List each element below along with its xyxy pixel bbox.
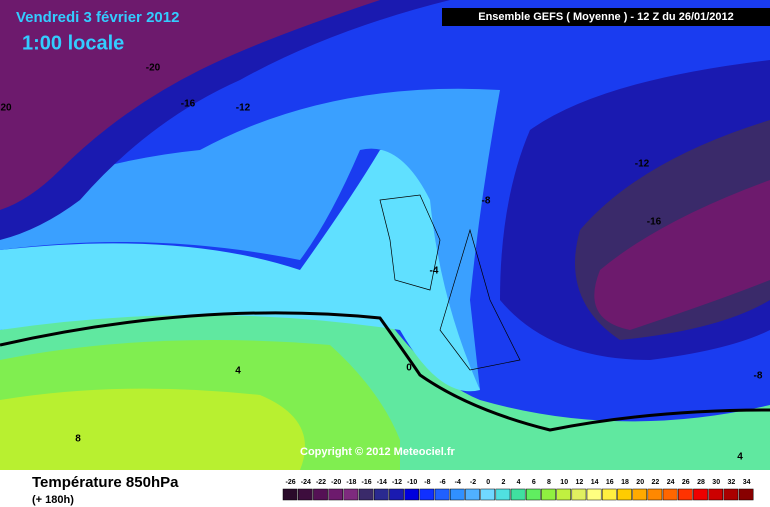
contour-label: -16 xyxy=(181,99,196,110)
colorbar-label: 14 xyxy=(591,479,599,486)
colorbar-label: 20 xyxy=(636,479,644,486)
colorbar-swatch xyxy=(358,488,374,501)
colorbar-label: 2 xyxy=(501,479,505,486)
colorbar-label: -24 xyxy=(301,479,311,486)
contour-label: -12 xyxy=(635,159,650,170)
colorbar-swatch xyxy=(647,488,663,501)
colorbar-label: 24 xyxy=(667,479,675,486)
field-cool xyxy=(0,148,480,392)
colorbar-swatch xyxy=(541,488,556,501)
colorbar-label: -8 xyxy=(424,479,430,486)
colorbar-swatch xyxy=(510,488,526,501)
colorbar-swatch xyxy=(343,488,359,501)
colorbar-label: -22 xyxy=(316,479,326,486)
colorbar-label: -16 xyxy=(362,479,372,486)
colorbar-swatch xyxy=(662,488,678,501)
contour-label: -16 xyxy=(647,217,662,228)
colorbar-label: -20 xyxy=(331,479,341,486)
colorbar-label: 18 xyxy=(621,479,629,486)
field-very-cold xyxy=(0,0,380,210)
contour-label: 4 xyxy=(235,366,241,377)
colorbar-label: -26 xyxy=(286,479,296,486)
colorbar-swatch xyxy=(465,488,480,501)
model-label: Ensemble GEFS ( Moyenne ) - 12 Z du 26/0… xyxy=(478,11,734,23)
colorbar-swatch xyxy=(738,488,754,501)
lead-time: (+ 180h) xyxy=(32,494,74,506)
colorbar-swatch xyxy=(677,488,693,501)
contour-label: 20 xyxy=(0,103,12,114)
colorbar-swatch xyxy=(632,488,648,501)
colorbar-label: -10 xyxy=(407,479,417,486)
colorbar-label: 34 xyxy=(743,479,751,486)
colorbar-label: 32 xyxy=(728,479,736,486)
zero-isotherm xyxy=(0,311,770,432)
footer xyxy=(0,470,770,507)
field-warmer xyxy=(0,388,305,470)
colorbar-label: -18 xyxy=(346,479,356,486)
colorbar-label: 8 xyxy=(547,479,551,486)
colorbar-swatch xyxy=(556,488,572,501)
colorbar-swatch xyxy=(480,488,496,501)
colorbar-label: 12 xyxy=(576,479,584,486)
contour-label: -12 xyxy=(236,103,251,114)
colorbar-swatch xyxy=(571,488,587,501)
colorbar-label: -4 xyxy=(455,479,461,486)
colorbar-label: 26 xyxy=(682,479,690,486)
contour-label: 8 xyxy=(75,434,81,445)
colorbar-label: -2 xyxy=(470,479,476,486)
colorbar-swatch xyxy=(586,488,602,501)
field-cold xyxy=(0,88,500,390)
colorbar-label: 4 xyxy=(517,479,521,486)
colorbar-swatch xyxy=(282,488,298,501)
colorbar-swatch xyxy=(617,488,632,501)
colorbar-swatch xyxy=(389,488,404,501)
colorbar-swatch xyxy=(495,488,511,501)
model-box xyxy=(442,8,770,26)
colorbar-swatch xyxy=(449,488,465,501)
colorbar-label: 22 xyxy=(652,479,660,486)
colorbar-label: 10 xyxy=(560,479,568,486)
map-date: Vendredi 3 février 2012 xyxy=(16,9,179,26)
contour-label: 4 xyxy=(737,452,743,463)
colorbar-swatch xyxy=(373,488,389,501)
contour-label: -8 xyxy=(482,196,491,207)
colorbar-label: 16 xyxy=(606,479,614,486)
colorbar-swatch xyxy=(404,488,420,501)
colorbar-label: 6 xyxy=(532,479,536,486)
contour-label: -4 xyxy=(430,266,439,277)
colorbar-swatch xyxy=(434,488,450,501)
colorbar-label: 30 xyxy=(712,479,720,486)
colorbar-label: 0 xyxy=(486,479,490,486)
map-time: 1:00 locale xyxy=(22,32,124,54)
colorbar-label: -12 xyxy=(392,479,402,486)
colorbar-label: -14 xyxy=(377,479,387,486)
colorbar-label: 28 xyxy=(697,479,705,486)
copyright: Copyright © 2012 Meteociel.fr xyxy=(300,446,456,458)
colorbar-label: -6 xyxy=(439,479,445,486)
colorbar-swatch xyxy=(708,488,724,501)
variable-label: Température 850hPa xyxy=(32,474,179,491)
colorbar-swatch xyxy=(693,488,708,501)
colorbar-swatch xyxy=(297,488,313,501)
field-east-very-cold xyxy=(594,180,770,330)
contour-label: 0 xyxy=(406,363,412,374)
colorbar-swatch xyxy=(525,488,541,501)
coastlines xyxy=(379,194,521,371)
colorbar-swatch xyxy=(313,488,328,501)
colorbar-swatch xyxy=(601,488,617,501)
colorbar-swatch xyxy=(328,488,344,501)
contour-label: -20 xyxy=(146,63,161,74)
contour-label: -8 xyxy=(754,371,763,382)
colorbar-swatch xyxy=(419,488,435,501)
colorbar-swatch xyxy=(723,488,739,501)
